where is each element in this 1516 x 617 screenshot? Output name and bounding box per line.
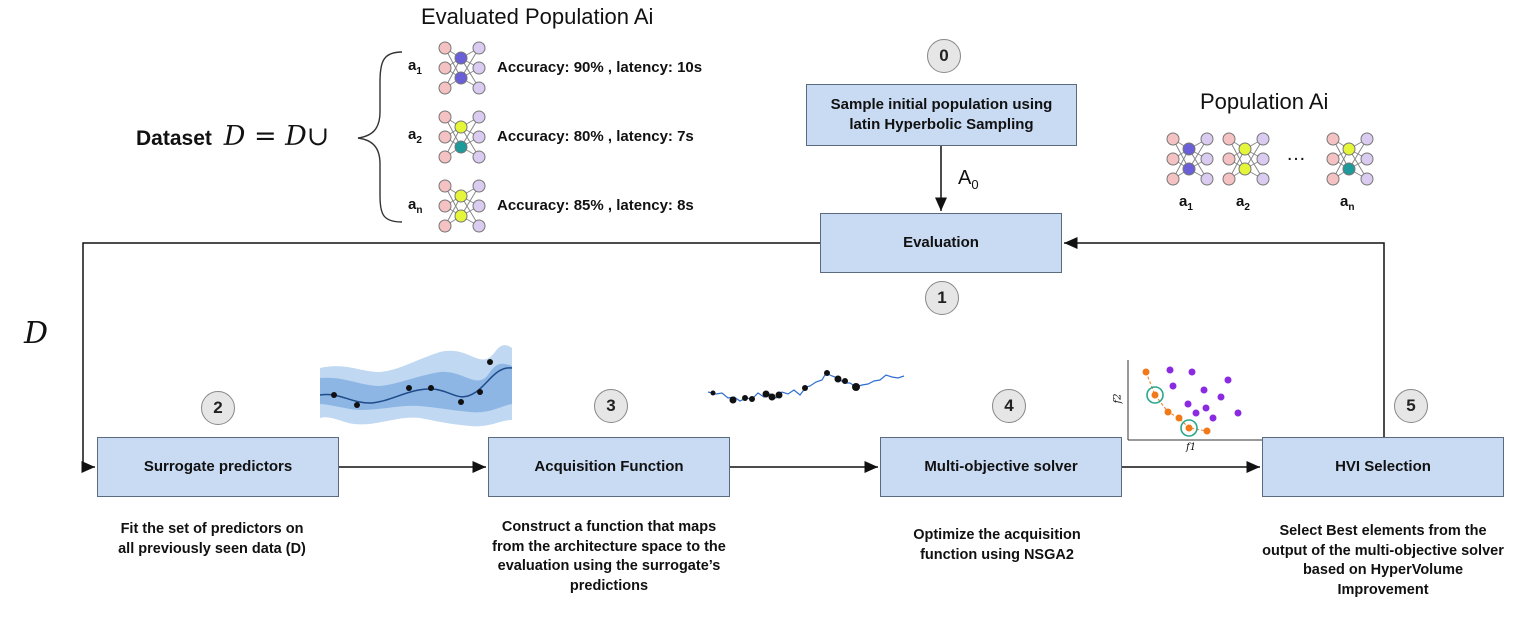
sample-initial-population-box: Sample initial population using latin Hy…	[806, 84, 1077, 146]
step-5-badge: 5	[1394, 389, 1428, 423]
a0-label: A0	[958, 167, 979, 192]
population-icon-a1	[1166, 132, 1214, 186]
step-2-badge: 2	[201, 391, 235, 425]
dataset-text: Dataset	[136, 127, 212, 150]
multi-objective-solver-box: Multi-objective solver	[880, 437, 1122, 497]
pareto-y-axis-label: f2	[1112, 393, 1124, 404]
population-label-a1: a1	[1179, 193, 1193, 213]
step-3-badge: 3	[594, 389, 628, 423]
step-0-badge: 0	[927, 39, 961, 73]
step-1-badge: 1	[925, 281, 959, 315]
acquisition-function-box: Acquisition Function	[488, 437, 730, 497]
solver-description: Optimize the acquisition function using …	[913, 527, 1081, 563]
network-icon-a1	[438, 41, 486, 95]
population-label-a2: a2	[1236, 193, 1250, 213]
dataset-formula: D = D∪	[223, 121, 330, 152]
arrow-hvi-to-evaluation	[1064, 237, 1385, 437]
evaluated-row-label-1: a1	[408, 57, 422, 77]
arrow-evaluation-to-surrogate	[81, 242, 820, 473]
evaluated-row-metrics-2: Accuracy: 80% , latency: 7s	[497, 128, 694, 145]
population-icon-a2	[1222, 132, 1270, 186]
surrogate-predictors-box: Surrogate predictors	[97, 437, 339, 497]
population-icon-an	[1326, 132, 1374, 186]
dataset-label: Dataset D = D∪	[136, 121, 329, 152]
evaluated-row-label-2: a2	[408, 126, 422, 146]
evaluated-row-label-n: an	[408, 196, 423, 216]
gp-illustration	[319, 345, 513, 427]
evaluated-population-title: Evaluated Population Ai	[421, 4, 654, 29]
evaluation-box: Evaluation	[820, 213, 1062, 273]
hvi-selection-box: HVI Selection	[1262, 437, 1504, 497]
pareto-x-axis-label: f1	[1186, 442, 1197, 453]
population-ellipsis: …	[1286, 143, 1306, 165]
population-label-an: an	[1340, 193, 1355, 213]
population-title: Population Ai	[1200, 89, 1329, 114]
network-icon-a2	[438, 110, 486, 164]
acquisition-illustration	[707, 370, 905, 404]
curly-brace	[357, 51, 403, 223]
step-4-badge: 4	[992, 389, 1026, 423]
surrogate-description: Fit the set of predictors on all previou…	[118, 521, 306, 557]
acquisition-description: Construct a function that maps from the …	[492, 519, 726, 594]
network-icon-an	[438, 179, 486, 233]
hvi-description: Select Best elements from the output of …	[1262, 523, 1504, 598]
evaluated-row-metrics-n: Accuracy: 85% , latency: 8s	[497, 197, 694, 214]
pareto-illustration	[1127, 360, 1280, 441]
loop-d-label: D	[24, 316, 49, 351]
evaluated-row-metrics-1: Accuracy: 90% , latency: 10s	[497, 59, 703, 76]
